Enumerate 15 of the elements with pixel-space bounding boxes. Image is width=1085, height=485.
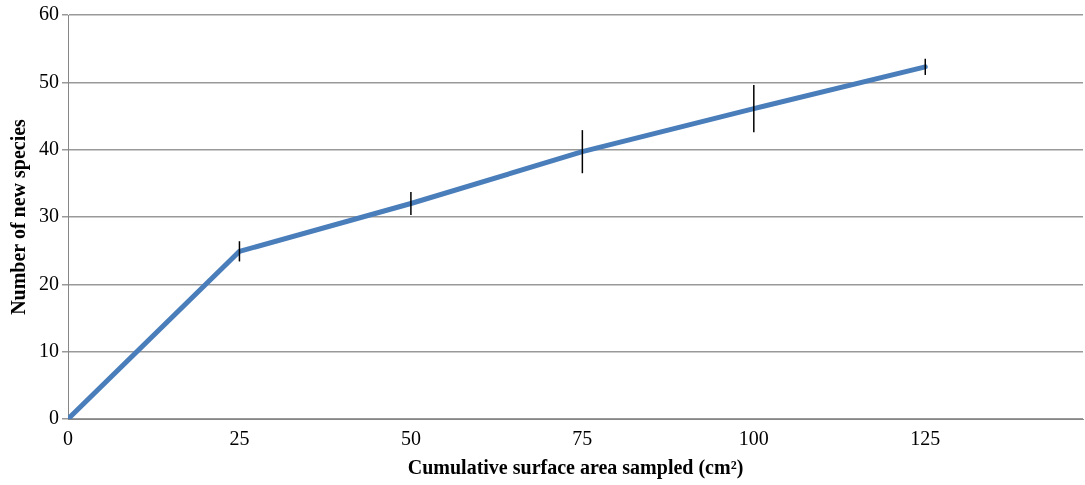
x-tick-label: 50 <box>400 427 421 450</box>
y-tick-label: 30 <box>39 204 59 227</box>
y-tick-label: 50 <box>39 69 59 92</box>
x-tick-label: 125 <box>910 427 941 450</box>
y-tick-label: 60 <box>39 2 59 25</box>
y-tick-label: 40 <box>39 136 59 159</box>
y-tick-label: 20 <box>39 271 59 294</box>
x-tick-label: 75 <box>572 427 593 450</box>
x-tick-label: 25 <box>229 427 250 450</box>
y-tick-label: 10 <box>39 338 59 361</box>
x-axis-title: Cumulative surface area sampled (cm²) <box>407 456 744 480</box>
x-tick-label: 0 <box>63 427 73 450</box>
x-tick-label: 100 <box>738 427 769 450</box>
y-tick-label: 0 <box>49 406 59 429</box>
y-axis-title: Number of new species <box>7 118 31 315</box>
